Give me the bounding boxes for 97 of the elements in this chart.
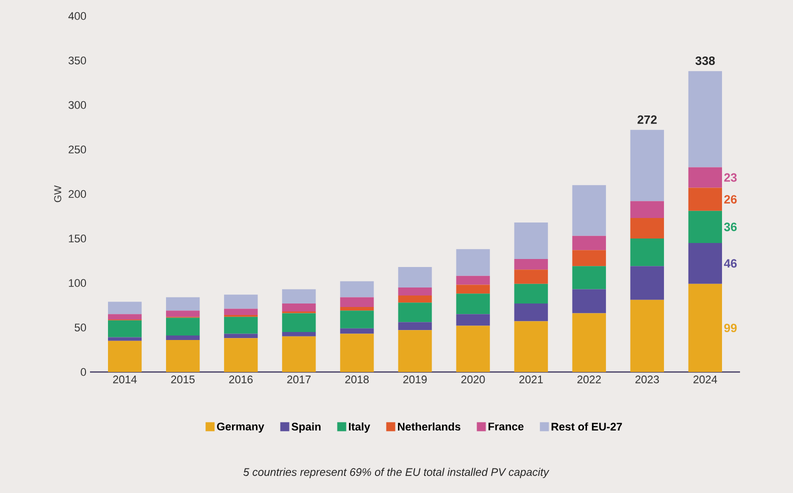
x-tick-label: 2022 bbox=[577, 376, 601, 384]
bar bbox=[572, 185, 606, 236]
bar bbox=[282, 332, 316, 336]
bar bbox=[398, 287, 432, 296]
y-tick-label: 250 bbox=[68, 146, 86, 154]
bar bbox=[456, 284, 490, 294]
bar bbox=[224, 294, 258, 309]
x-tick-label: 2023 bbox=[635, 376, 659, 384]
bar bbox=[514, 303, 548, 322]
bar bbox=[514, 270, 548, 284]
bar bbox=[630, 218, 664, 238]
bar bbox=[630, 201, 664, 218]
bar bbox=[456, 276, 490, 285]
bar bbox=[108, 320, 142, 338]
bar bbox=[166, 336, 200, 340]
x-tick-label: 2020 bbox=[461, 376, 485, 384]
bar bbox=[572, 250, 606, 266]
x-tick-label: 2015 bbox=[171, 376, 195, 384]
bar bbox=[398, 266, 432, 288]
x-tick-label: 2024 bbox=[694, 376, 718, 384]
total-label: 272 bbox=[638, 115, 657, 124]
y-tick-label: 50 bbox=[74, 324, 86, 332]
bar bbox=[688, 167, 722, 188]
x-tick-label: 2016 bbox=[229, 376, 253, 384]
bar bbox=[456, 326, 490, 372]
bar bbox=[166, 297, 200, 311]
x-tick-label: 2017 bbox=[287, 376, 311, 384]
bar bbox=[688, 210, 722, 243]
bar bbox=[282, 289, 316, 304]
y-tick-label: 200 bbox=[68, 190, 86, 198]
bar bbox=[688, 284, 722, 372]
bar bbox=[398, 322, 432, 330]
legend-label: Netherlands bbox=[398, 422, 460, 431]
bar bbox=[456, 314, 490, 326]
bar bbox=[514, 258, 548, 270]
bar bbox=[572, 266, 606, 290]
data-label: 36 bbox=[724, 222, 737, 232]
legend-label: Germany bbox=[217, 422, 264, 433]
bar bbox=[630, 130, 664, 202]
text: 5 countries represent 69% of the EU total installed PV capacity bbox=[243, 468, 550, 478]
bar bbox=[340, 281, 374, 298]
bar bbox=[224, 334, 258, 338]
bar bbox=[456, 294, 490, 314]
y-tick-label: 300 bbox=[68, 101, 86, 109]
bar bbox=[572, 289, 606, 314]
y-tick-label: 100 bbox=[68, 279, 86, 287]
x-tick-label: 2021 bbox=[519, 376, 543, 384]
x-tick-label: 2018 bbox=[345, 376, 369, 384]
total-label: 338 bbox=[695, 56, 715, 65]
bar bbox=[108, 340, 142, 372]
bar bbox=[282, 313, 316, 332]
bar bbox=[514, 222, 548, 259]
legend-label: Italy bbox=[348, 422, 370, 433]
bar bbox=[398, 295, 432, 303]
bar bbox=[630, 300, 664, 372]
bar bbox=[282, 336, 316, 372]
y-tick-label: 350 bbox=[68, 56, 86, 64]
bar bbox=[166, 318, 200, 336]
bar bbox=[456, 249, 490, 276]
bar bbox=[166, 310, 200, 317]
bar bbox=[398, 302, 432, 322]
bar bbox=[630, 266, 664, 300]
y-tick-label: 150 bbox=[68, 234, 86, 242]
bar bbox=[630, 238, 664, 266]
bar bbox=[340, 297, 374, 308]
data-label: 46 bbox=[724, 259, 737, 268]
x-tick-label: 2014 bbox=[113, 376, 137, 384]
bar bbox=[572, 313, 606, 372]
bar bbox=[340, 334, 374, 372]
bar bbox=[340, 310, 374, 328]
y-axis-title: GW bbox=[54, 185, 62, 202]
y-tick-label: 400 bbox=[68, 12, 86, 20]
bar bbox=[224, 338, 258, 372]
bar bbox=[166, 340, 200, 372]
bar bbox=[572, 236, 606, 250]
bar bbox=[108, 314, 142, 320]
bar bbox=[514, 321, 548, 372]
x-tick-label: 2019 bbox=[403, 376, 427, 384]
bar bbox=[340, 307, 374, 311]
bar bbox=[688, 242, 722, 284]
legend-label: Spain bbox=[292, 422, 321, 433]
bar bbox=[398, 330, 432, 372]
data-label: 99 bbox=[724, 324, 737, 332]
data-label: 26 bbox=[724, 195, 737, 204]
bar bbox=[224, 308, 258, 316]
bar bbox=[108, 337, 142, 341]
bar bbox=[282, 303, 316, 312]
bar bbox=[514, 284, 548, 304]
bar bbox=[224, 316, 258, 334]
legend-label: France bbox=[488, 422, 524, 430]
data-label: 23 bbox=[724, 173, 737, 182]
bar bbox=[688, 71, 722, 168]
bar bbox=[108, 302, 142, 314]
legend-label: Rest of EU-27 bbox=[552, 422, 622, 431]
bar bbox=[340, 328, 374, 334]
bar bbox=[688, 188, 722, 211]
y-tick-label: 0 bbox=[80, 368, 86, 376]
